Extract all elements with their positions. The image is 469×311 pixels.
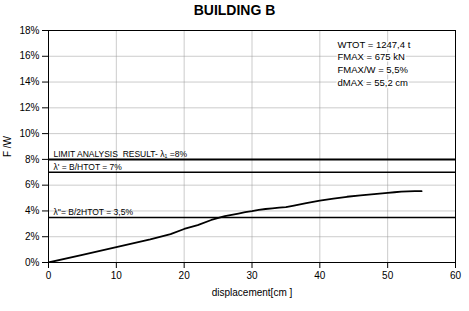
- svg-text:16%: 16%: [19, 50, 39, 61]
- html-text:BUILDING B: BUILDING B: [193, 2, 276, 18]
- svg-text:2%: 2%: [25, 231, 40, 242]
- svg-text:60: 60: [450, 270, 462, 281]
- svg-text:40: 40: [314, 270, 326, 281]
- svg-text:20: 20: [179, 270, 191, 281]
- svg-text:30: 30: [246, 270, 258, 281]
- svg-text:14%: 14%: [19, 76, 39, 87]
- svg-text:λ' = B/HTOT = 7%: λ' = B/HTOT = 7%: [54, 162, 123, 172]
- svg-text:0%: 0%: [25, 257, 40, 268]
- svg-text:18%: 18%: [19, 25, 39, 36]
- svg-text:0: 0: [46, 270, 52, 281]
- svg-text:8%: 8%: [25, 154, 40, 165]
- svg-text:WTOT = 1247,4 tFMAX = 675 kNFM: WTOT = 1247,4 tFMAX = 675 kNFMAX/W = 5,5…: [338, 39, 411, 88]
- svg-text:LIMIT ANALYSIS RESULT- λ₁ =8%: LIMIT ANALYSIS RESULT- λ₁ =8%: [54, 149, 188, 159]
- svg-text:50: 50: [382, 270, 394, 281]
- svg-text:6%: 6%: [25, 179, 40, 190]
- svg-text:12%: 12%: [19, 102, 39, 113]
- svg-text:10%: 10%: [19, 128, 39, 139]
- svg-text:F /W: F /W: [2, 135, 13, 157]
- svg-text:10: 10: [111, 270, 123, 281]
- svg-text:4%: 4%: [25, 205, 40, 216]
- svg-text:λ''= B/2HTOT = 3,5%: λ''= B/2HTOT = 3,5%: [54, 207, 134, 217]
- svg-text:displacement[cm ]: displacement[cm ]: [212, 287, 293, 298]
